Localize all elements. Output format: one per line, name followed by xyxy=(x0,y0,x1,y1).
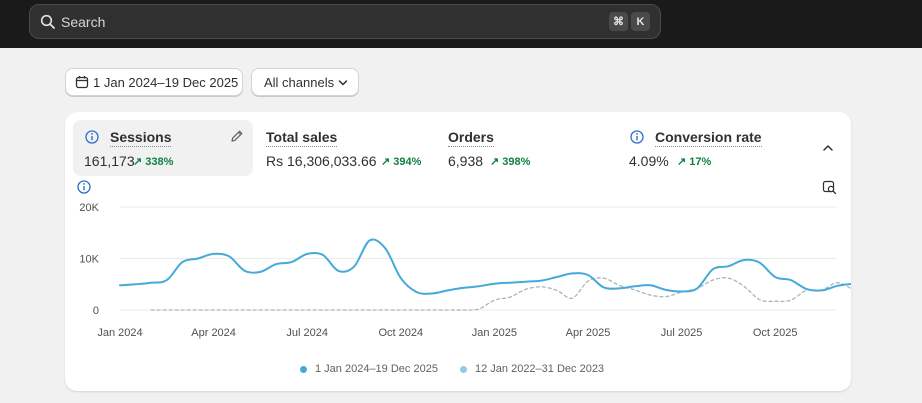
legend-label: 1 Jan 2024–19 Dec 2025 xyxy=(315,363,438,375)
channels-dropdown[interactable]: All channels xyxy=(251,68,359,96)
x-tick-label: Oct 2024 xyxy=(378,327,423,339)
metric-title: Total sales xyxy=(266,129,338,147)
top-bar: Search ⌘ K xyxy=(0,0,922,48)
x-tick-label: Oct 2025 xyxy=(753,327,798,339)
chart-series xyxy=(119,238,851,311)
metric-change-value: 338% xyxy=(145,156,174,168)
metric-change-value: 17% xyxy=(689,156,712,168)
metric-title: Conversion rate xyxy=(655,129,762,147)
shortcut-cmd-key: ⌘ xyxy=(609,12,628,31)
y-tick-label: 20K xyxy=(79,202,99,214)
legend-item-comparison[interactable]: 12 Jan 2022–31 Dec 2023 xyxy=(460,361,604,377)
metric-conversion-rate[interactable]: Conversion rate 4.09% ↗ 17% xyxy=(621,120,801,176)
date-range-button[interactable]: 1 Jan 2024–19 Dec 2025 xyxy=(65,68,243,96)
series-line-comparison xyxy=(150,277,851,311)
info-icon[interactable] xyxy=(77,180,91,194)
info-icon[interactable] xyxy=(630,130,644,144)
pencil-icon[interactable] xyxy=(230,129,244,143)
chart-grid xyxy=(120,206,837,311)
calendar-icon xyxy=(75,76,89,89)
analytics-card: Sessions 161,173 ↗ 338% Total sales Rs 1… xyxy=(65,112,851,391)
metric-value: 161,173 xyxy=(84,153,135,169)
x-tick-label: Jul 2025 xyxy=(661,327,703,339)
metric-title: Orders xyxy=(448,129,494,147)
search-bar[interactable]: Search ⌘ K xyxy=(29,4,661,39)
metric-change: ↗ 17% xyxy=(677,156,712,168)
y-tick-label: 0 xyxy=(93,305,99,317)
x-tick-label: Jul 2024 xyxy=(286,327,328,339)
legend-item-current[interactable]: 1 Jan 2024–19 Dec 2025 xyxy=(300,361,438,377)
legend-dot xyxy=(300,365,307,373)
search-icon xyxy=(40,14,55,29)
chart-settings-icon[interactable] xyxy=(822,180,837,195)
metric-change: ↗ 398% xyxy=(490,156,531,168)
x-tick-label: Apr 2025 xyxy=(566,327,611,339)
x-axis-ticks: Jan 2024 Apr 2024 Jul 2024 Oct 2024 Jan 2025… xyxy=(97,327,797,339)
metric-change-value: 394% xyxy=(393,156,422,168)
y-tick-label: 10K xyxy=(79,254,99,266)
chevron-down-icon xyxy=(338,80,348,86)
legend-label: 12 Jan 2022–31 Dec 2023 xyxy=(475,363,605,375)
info-icon[interactable] xyxy=(85,130,99,144)
metric-change: ↗ 394% xyxy=(381,156,422,168)
metric-change-value: 398% xyxy=(502,156,531,168)
sessions-chart: 20K 10K 0 Jan 2024 Apr 2024 Jul 2024 Oct 2024… xyxy=(79,202,851,339)
metric-value: Rs 16,306,033.66 xyxy=(266,153,377,169)
channels-label: All channels xyxy=(264,75,335,90)
metric-orders[interactable]: Orders 6,938 ↗ 398% xyxy=(439,120,609,176)
x-tick-label: Jan 2025 xyxy=(472,327,517,339)
shortcut-k-key: K xyxy=(631,12,650,31)
y-axis-ticks: 20K 10K 0 xyxy=(79,202,99,317)
metric-total-sales[interactable]: Total sales Rs 16,306,033.66 ↗ 394% xyxy=(257,120,427,176)
series-line-current xyxy=(119,238,851,295)
metric-title: Sessions xyxy=(110,129,172,147)
legend-dot xyxy=(460,365,467,373)
metric-change: ↗ 338% xyxy=(133,156,174,168)
metric-value: 4.09% xyxy=(629,153,669,169)
date-range-label: 1 Jan 2024–19 Dec 2025 xyxy=(93,75,239,90)
x-tick-label: Apr 2024 xyxy=(191,327,236,339)
metric-sessions[interactable]: Sessions 161,173 ↗ 338% xyxy=(73,120,253,176)
search-input[interactable]: Search xyxy=(61,14,106,30)
chevron-up-icon[interactable] xyxy=(822,142,834,154)
metric-value: 6,938 xyxy=(448,153,484,169)
x-tick-label: Jan 2024 xyxy=(97,327,142,339)
